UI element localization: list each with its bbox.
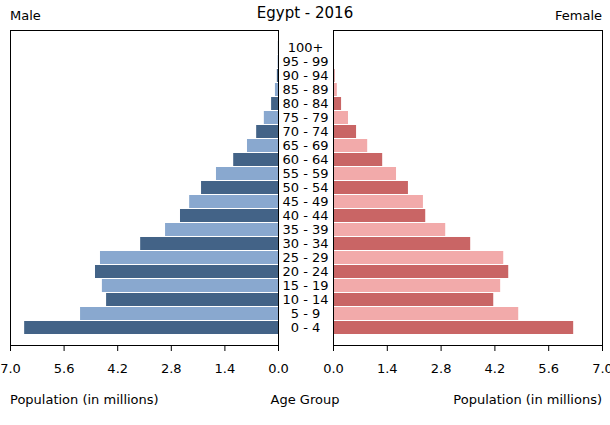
svg-text:0.0: 0.0 (268, 361, 289, 376)
svg-text:100+: 100+ (288, 40, 324, 55)
svg-text:70 - 74: 70 - 74 (282, 124, 328, 139)
svg-text:5.6: 5.6 (54, 361, 75, 376)
html-text:Female: Female (555, 8, 602, 23)
svg-text:90 - 94: 90 - 94 (282, 68, 328, 83)
svg-text:10 - 14: 10 - 14 (282, 292, 328, 307)
svg-text:55 - 59: 55 - 59 (282, 166, 328, 181)
svg-text:2.8: 2.8 (431, 361, 452, 376)
svg-text:2.8: 2.8 (161, 361, 182, 376)
svg-text:45 - 49: 45 - 49 (282, 194, 328, 209)
svg-text:75 - 79: 75 - 79 (282, 110, 328, 125)
svg-text:30 - 34: 30 - 34 (282, 236, 328, 251)
svg-text:0 - 4: 0 - 4 (291, 320, 321, 335)
svg-text:40 - 44: 40 - 44 (282, 208, 328, 223)
svg-text:1.4: 1.4 (377, 361, 398, 376)
html-text:Male: Male (10, 8, 41, 23)
html-text:Age Group: Age Group (270, 392, 340, 407)
svg-text:65 - 69: 65 - 69 (282, 138, 328, 153)
svg-text:50 - 54: 50 - 54 (282, 180, 328, 195)
svg-text:20 - 24: 20 - 24 (282, 264, 328, 279)
svg-text:5.6: 5.6 (538, 361, 559, 376)
svg-text:1.4: 1.4 (215, 361, 236, 376)
svg-text:80 - 84: 80 - 84 (282, 96, 328, 111)
svg-text:15 - 19: 15 - 19 (282, 278, 328, 293)
svg-text:25 - 29: 25 - 29 (282, 250, 328, 265)
svg-text:95 - 99: 95 - 99 (282, 54, 328, 69)
svg-text:4.2: 4.2 (485, 361, 506, 376)
svg-text:7.0: 7.0 (592, 361, 610, 376)
html-text:Population (in millions): Population (in millions) (10, 392, 159, 407)
svg-text:85 - 89: 85 - 89 (282, 82, 328, 97)
svg-text:5 - 9: 5 - 9 (291, 306, 321, 321)
html-text:Population (in millions): Population (in millions) (453, 392, 602, 407)
svg-text:0.0: 0.0 (323, 361, 344, 376)
svg-text:60 - 64: 60 - 64 (282, 152, 328, 167)
svg-text:7.0: 7.0 (0, 361, 21, 376)
html-text:Egypt - 2016: Egypt - 2016 (256, 4, 354, 22)
svg-text:35 - 39: 35 - 39 (282, 222, 328, 237)
svg-text:4.2: 4.2 (107, 361, 128, 376)
